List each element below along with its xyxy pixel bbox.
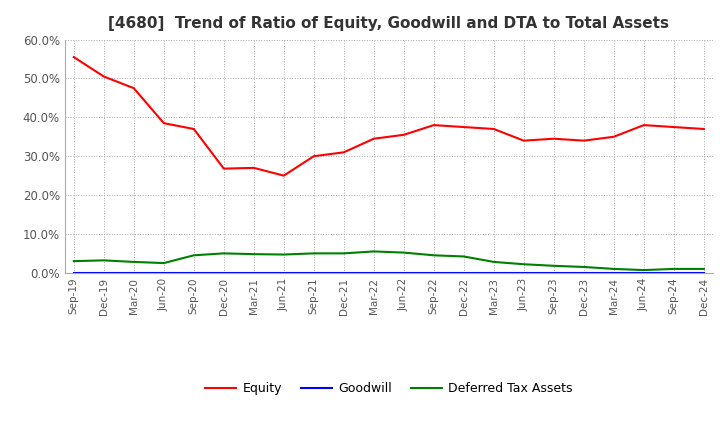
- Goodwill: [160, 270, 168, 275]
- Equity: [279, 173, 288, 178]
- Deferred Tax Assets: [639, 268, 648, 273]
- Deferred Tax Assets: [99, 258, 108, 263]
- Equity: [220, 166, 228, 171]
- Goodwill: [400, 270, 408, 275]
- Equity: [310, 154, 318, 159]
- Deferred Tax Assets: [699, 266, 708, 271]
- Goodwill: [699, 270, 708, 275]
- Equity: [69, 55, 78, 60]
- Deferred Tax Assets: [220, 251, 228, 256]
- Equity: [189, 126, 198, 132]
- Line: Deferred Tax Assets: Deferred Tax Assets: [73, 251, 703, 270]
- Goodwill: [609, 270, 618, 275]
- Equity: [459, 125, 468, 130]
- Deferred Tax Assets: [340, 251, 348, 256]
- Deferred Tax Assets: [400, 250, 408, 255]
- Deferred Tax Assets: [519, 262, 528, 267]
- Goodwill: [429, 270, 438, 275]
- Equity: [99, 74, 108, 79]
- Legend: Equity, Goodwill, Deferred Tax Assets: Equity, Goodwill, Deferred Tax Assets: [200, 377, 577, 400]
- Goodwill: [519, 270, 528, 275]
- Goodwill: [490, 270, 498, 275]
- Deferred Tax Assets: [69, 258, 78, 264]
- Equity: [580, 138, 588, 143]
- Deferred Tax Assets: [279, 252, 288, 257]
- Deferred Tax Assets: [549, 263, 558, 268]
- Goodwill: [310, 270, 318, 275]
- Deferred Tax Assets: [310, 251, 318, 256]
- Equity: [340, 150, 348, 155]
- Deferred Tax Assets: [369, 249, 378, 254]
- Equity: [670, 125, 678, 130]
- Deferred Tax Assets: [459, 254, 468, 259]
- Equity: [639, 122, 648, 128]
- Equity: [400, 132, 408, 137]
- Deferred Tax Assets: [490, 259, 498, 264]
- Equity: [490, 126, 498, 132]
- Deferred Tax Assets: [580, 264, 588, 270]
- Equity: [369, 136, 378, 141]
- Goodwill: [549, 270, 558, 275]
- Goodwill: [250, 270, 258, 275]
- Equity: [609, 134, 618, 139]
- Deferred Tax Assets: [189, 253, 198, 258]
- Goodwill: [369, 270, 378, 275]
- Goodwill: [279, 270, 288, 275]
- Equity: [250, 165, 258, 170]
- Goodwill: [580, 270, 588, 275]
- Deferred Tax Assets: [670, 266, 678, 271]
- Equity: [429, 122, 438, 128]
- Deferred Tax Assets: [609, 266, 618, 271]
- Equity: [549, 136, 558, 141]
- Goodwill: [99, 270, 108, 275]
- Deferred Tax Assets: [250, 252, 258, 257]
- Deferred Tax Assets: [160, 260, 168, 266]
- Title: [4680]  Trend of Ratio of Equity, Goodwill and DTA to Total Assets: [4680] Trend of Ratio of Equity, Goodwil…: [108, 16, 670, 32]
- Equity: [130, 85, 138, 91]
- Equity: [160, 121, 168, 126]
- Line: Equity: Equity: [73, 57, 703, 176]
- Goodwill: [639, 270, 648, 275]
- Goodwill: [189, 270, 198, 275]
- Goodwill: [340, 270, 348, 275]
- Deferred Tax Assets: [130, 259, 138, 264]
- Goodwill: [220, 270, 228, 275]
- Goodwill: [130, 270, 138, 275]
- Equity: [519, 138, 528, 143]
- Deferred Tax Assets: [429, 253, 438, 258]
- Goodwill: [459, 270, 468, 275]
- Goodwill: [69, 270, 78, 275]
- Goodwill: [670, 270, 678, 275]
- Equity: [699, 126, 708, 132]
